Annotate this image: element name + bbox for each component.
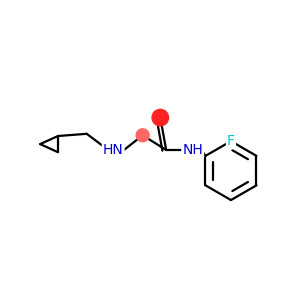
Circle shape: [136, 129, 149, 142]
Text: O: O: [155, 111, 166, 124]
Text: NH: NH: [182, 143, 203, 157]
Circle shape: [152, 110, 169, 126]
Text: F: F: [227, 134, 235, 148]
Text: HN: HN: [103, 143, 124, 157]
